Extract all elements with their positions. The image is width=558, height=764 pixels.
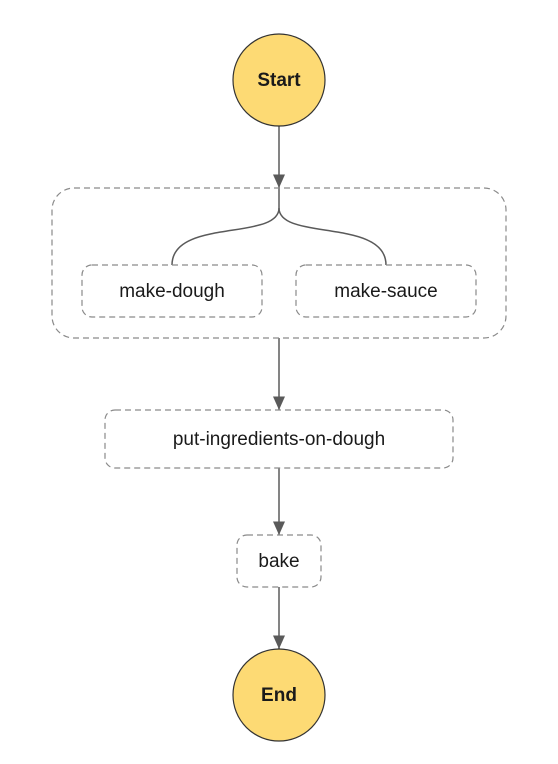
start-label: Start [257,70,301,91]
edge-fork-left [172,208,279,265]
bake-label: bake [258,551,299,572]
flowchart-canvas: Start make-dough make-sauce put-ingredients… [0,0,558,764]
make_sauce-label: make-sauce [334,281,438,302]
end-label: End [261,685,297,706]
edge-fork-right [279,208,386,265]
make_dough-label: make-dough [119,281,225,302]
put_ingredients-label: put-ingredients-on-dough [173,429,385,450]
